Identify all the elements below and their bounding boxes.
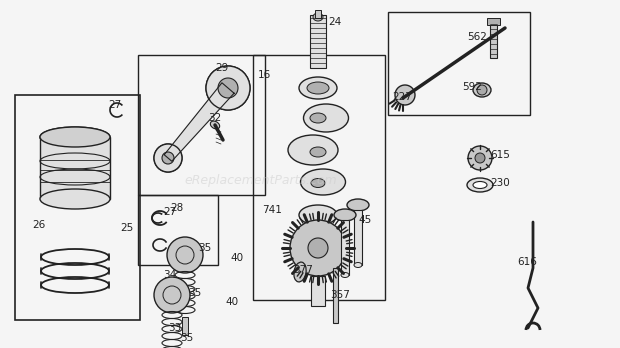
Ellipse shape (467, 178, 493, 192)
Circle shape (154, 277, 190, 313)
Ellipse shape (288, 135, 338, 165)
Ellipse shape (304, 104, 348, 132)
Circle shape (162, 152, 174, 164)
Text: 26: 26 (32, 220, 45, 230)
Text: 377: 377 (293, 265, 313, 275)
Ellipse shape (310, 113, 326, 123)
Text: 227: 227 (392, 92, 412, 102)
Ellipse shape (299, 77, 337, 99)
Bar (15, 95, 140, 320)
Ellipse shape (311, 179, 325, 188)
Ellipse shape (334, 209, 356, 221)
Bar (311, 276, 325, 306)
Text: 27: 27 (108, 100, 122, 110)
Circle shape (218, 78, 238, 98)
Circle shape (468, 146, 492, 170)
Text: 27: 27 (163, 207, 176, 217)
Text: 25: 25 (120, 223, 133, 233)
Ellipse shape (40, 127, 110, 147)
Bar (388, 12, 530, 115)
Text: 357: 357 (330, 290, 350, 300)
Bar (310, 15, 326, 68)
Circle shape (477, 85, 487, 95)
Text: 28: 28 (170, 203, 184, 213)
Circle shape (395, 85, 415, 105)
Ellipse shape (40, 127, 110, 147)
Circle shape (206, 66, 250, 110)
Text: 35: 35 (188, 288, 202, 298)
Text: 35: 35 (180, 333, 193, 343)
Bar (253, 55, 385, 300)
Circle shape (290, 220, 346, 276)
Ellipse shape (473, 182, 487, 189)
Bar (138, 55, 265, 195)
Text: 35: 35 (198, 243, 211, 253)
Ellipse shape (299, 205, 337, 225)
Ellipse shape (294, 262, 306, 282)
Circle shape (162, 152, 174, 164)
Ellipse shape (347, 199, 369, 211)
Text: 40: 40 (230, 253, 243, 263)
Text: 592: 592 (462, 82, 482, 92)
Ellipse shape (473, 83, 491, 97)
Ellipse shape (354, 262, 362, 268)
Text: 29: 29 (215, 63, 228, 73)
Bar (138, 195, 218, 265)
Text: 16: 16 (258, 70, 272, 80)
Bar (354, 210, 362, 265)
Circle shape (167, 237, 203, 273)
Ellipse shape (313, 13, 323, 21)
Text: 615: 615 (490, 150, 510, 160)
Circle shape (308, 238, 328, 258)
Text: 45: 45 (358, 215, 371, 225)
Text: 33: 33 (168, 323, 181, 333)
Polygon shape (164, 83, 234, 161)
Circle shape (218, 78, 238, 98)
Bar (40, 137, 110, 199)
Text: 562: 562 (467, 32, 487, 42)
Bar (490, 20, 497, 58)
Text: eReplacementParts.com: eReplacementParts.com (184, 174, 337, 188)
Circle shape (475, 153, 485, 163)
Ellipse shape (40, 189, 110, 209)
Text: 741: 741 (262, 205, 282, 215)
Text: 230: 230 (490, 178, 510, 188)
Circle shape (154, 144, 182, 172)
Circle shape (206, 66, 250, 110)
Bar (315, 10, 321, 18)
Ellipse shape (341, 272, 349, 277)
Circle shape (154, 144, 182, 172)
Text: 34: 34 (163, 270, 176, 280)
Bar (182, 317, 188, 335)
Ellipse shape (310, 147, 326, 157)
Ellipse shape (301, 169, 345, 195)
Text: 24: 24 (328, 17, 341, 27)
Text: 616: 616 (517, 257, 537, 267)
Bar (487, 18, 500, 25)
Bar (333, 268, 338, 323)
Ellipse shape (307, 82, 329, 94)
Bar (341, 220, 349, 275)
Text: 40: 40 (225, 297, 238, 307)
Text: 32: 32 (208, 113, 221, 123)
Ellipse shape (210, 121, 219, 129)
